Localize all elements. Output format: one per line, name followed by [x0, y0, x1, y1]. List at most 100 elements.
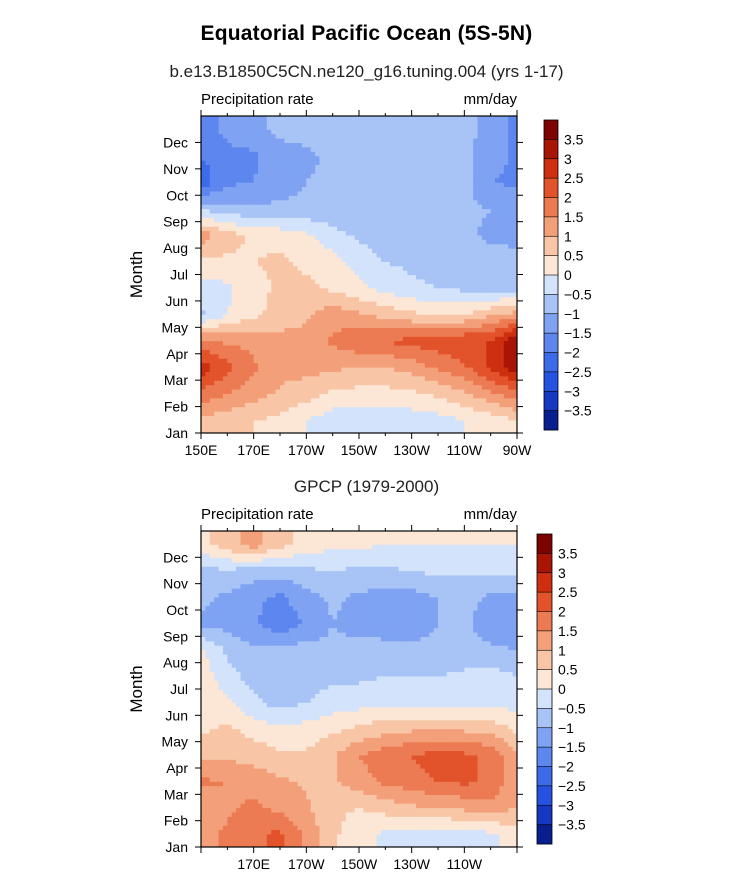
y-tick-label: Apr: [166, 760, 188, 776]
colorbar-swatch: [544, 333, 558, 353]
units-label: mm/day: [464, 506, 518, 523]
colorbar-label: 1: [564, 228, 572, 244]
colorbar-swatch: [544, 178, 558, 198]
colorbar-label: −3.5: [558, 817, 586, 833]
colorbar-swatch: [544, 371, 558, 392]
colorbar-label: 3: [558, 565, 566, 581]
panel-1-subtitle: b.e13.B1850C5CN.ne120_g16.tuning.004 (yr…: [169, 62, 564, 81]
precip-field: [201, 116, 517, 433]
colorbar-label: −0.5: [558, 700, 586, 716]
y-tick-label: Aug: [163, 240, 188, 256]
colorbar-label: −2: [564, 345, 580, 361]
colorbar-label: −2: [558, 759, 574, 775]
y-tick-label: Jun: [165, 293, 188, 309]
colorbar-swatch: [537, 553, 552, 574]
colorbar-label: 3.5: [564, 131, 584, 147]
variable-label: Precipitation rate: [201, 506, 314, 523]
units-label: mm/day: [464, 91, 518, 108]
y-axis-title: Month: [127, 665, 146, 712]
x-tick-label: 110W: [447, 856, 483, 872]
colorbar: 3.5 3 2.5 2 1.5 1 0.5 0 −0.5 −1 −1.5 −2 −2.5 −3 −3.5: [536, 533, 586, 845]
colorbar-swatch: [544, 120, 558, 140]
precip-field: [201, 531, 517, 847]
colorbar-label: 3.5: [558, 545, 578, 561]
y-tick-label: May: [162, 734, 188, 750]
colorbar-swatch: [544, 294, 558, 315]
y-tick-label: Nov: [163, 576, 188, 592]
x-tick-label: 150W: [341, 442, 378, 458]
y-tick-label: Jan: [165, 425, 188, 441]
y-axis-title: Month: [127, 251, 146, 298]
panel-2-subtitle: GPCP (1979-2000): [293, 477, 440, 496]
y-tick-label: Jul: [170, 267, 188, 283]
x-tick-label: 130W: [393, 442, 430, 458]
y-tick-label: Sep: [163, 214, 188, 230]
colorbar: 3.5 3 2.5 2 1.5 1 0.5 0 −0.5 −1 −1.5 −2 −2.5 −3 −3.5: [543, 119, 592, 431]
y-tick-label: Apr: [166, 346, 188, 362]
y-tick-label: Dec: [163, 134, 188, 150]
y-tick-label: Feb: [164, 813, 188, 829]
colorbar-label: 0: [564, 267, 572, 283]
colorbar-label: 1.5: [558, 623, 578, 639]
colorbar-label: 3: [564, 151, 572, 167]
colorbar-swatch: [544, 158, 558, 179]
colorbar-label: 0.5: [564, 248, 584, 264]
colorbar-swatch: [544, 313, 558, 334]
colorbar-swatch: [544, 410, 558, 431]
colorbar-label: 1.5: [564, 209, 584, 225]
colorbar-swatch: [544, 139, 558, 160]
colorbar-label: 1: [558, 642, 566, 658]
x-tick-label: 170E: [237, 856, 270, 872]
variable-label: Precipitation rate: [201, 91, 314, 108]
y-tick-label: Jun: [165, 707, 188, 723]
colorbar-swatch: [537, 766, 552, 787]
x-tick-label: 170E: [237, 442, 270, 458]
colorbar-label: 2: [558, 604, 566, 620]
y-tick-label: Feb: [164, 399, 188, 415]
colorbar-swatch: [537, 669, 552, 690]
colorbar-label: −1: [558, 720, 574, 736]
panel-1: Jan Feb Mar Apr May Jun Jul Aug Sep Oct Nov Dec 150E…: [127, 91, 592, 458]
colorbar-label: −2.5: [564, 364, 592, 380]
colorbar-swatch: [537, 824, 552, 845]
y-tick-label: Nov: [163, 161, 188, 177]
x-tick-label: 150E: [185, 442, 218, 458]
y-tick-label: Mar: [164, 786, 188, 802]
colorbar-label: 0.5: [558, 662, 578, 678]
colorbar-label: 2: [564, 190, 572, 206]
x-tick-label: 90W: [503, 442, 533, 458]
y-tick-label: Jan: [165, 839, 188, 855]
y-tick-label: Aug: [163, 655, 188, 671]
colorbar-swatch: [537, 785, 552, 806]
colorbar-swatch: [537, 708, 552, 729]
colorbar-swatch: [537, 650, 552, 670]
figure-title: Equatorial Pacific Ocean (5S-5N): [200, 22, 533, 45]
colorbar-swatch: [537, 689, 552, 709]
colorbar-label: −3: [558, 797, 574, 813]
colorbar-label: −2.5: [558, 778, 586, 794]
x-tick-label: 110W: [447, 442, 483, 458]
colorbar-label: 2.5: [564, 170, 584, 186]
colorbar-swatch: [544, 275, 558, 295]
colorbar-swatch: [537, 805, 552, 825]
y-tick-label: Oct: [166, 602, 188, 618]
y-tick-label: May: [162, 319, 188, 335]
colorbar-swatch: [537, 534, 552, 554]
colorbar-swatch: [537, 630, 552, 651]
colorbar-swatch: [544, 255, 558, 276]
colorbar-label: 0: [558, 681, 566, 697]
colorbar-swatch: [544, 197, 558, 218]
colorbar-swatch: [544, 236, 558, 256]
colorbar-label: −1.5: [558, 739, 586, 755]
colorbar-swatch: [537, 611, 552, 632]
colorbar-swatch: [537, 572, 552, 593]
colorbar-label: −1: [564, 306, 580, 322]
y-tick-label: Oct: [166, 187, 188, 203]
colorbar-label: −3: [564, 383, 580, 399]
y-tick-label: Sep: [163, 628, 188, 644]
colorbar-label: 2.5: [558, 584, 578, 600]
colorbar-swatch: [544, 391, 558, 411]
x-tick-label: 130W: [393, 856, 430, 872]
x-tick-label: 150W: [341, 856, 378, 872]
